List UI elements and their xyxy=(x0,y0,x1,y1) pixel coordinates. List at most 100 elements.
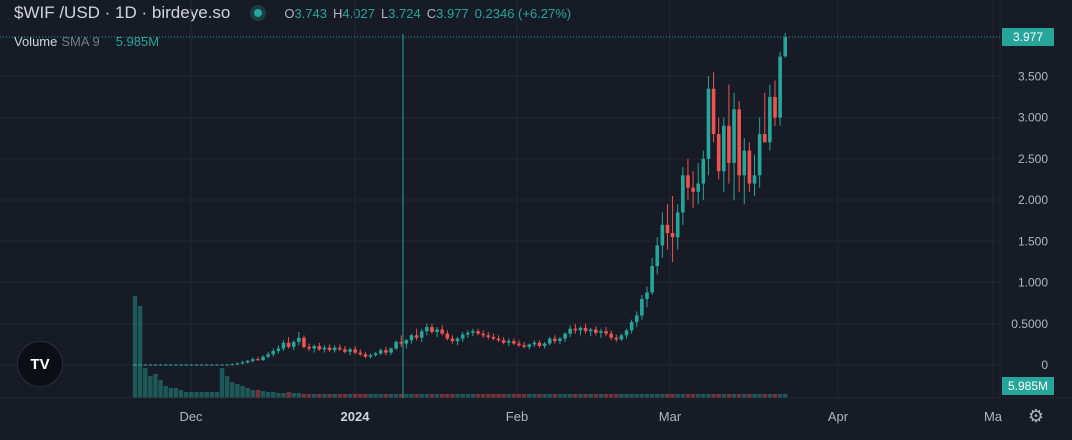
volume-bar xyxy=(194,392,199,398)
candle-body xyxy=(645,292,649,300)
candle-body xyxy=(696,183,700,192)
volume-bar xyxy=(342,394,348,398)
volume-bar xyxy=(368,394,373,398)
candle-body xyxy=(773,96,777,118)
volume-bar xyxy=(199,392,204,398)
y-tick-label: 3.500 xyxy=(1018,69,1048,83)
candle-body xyxy=(230,364,235,366)
volume-bar xyxy=(619,394,624,398)
volume-bar xyxy=(711,394,716,398)
y-tick-label: 1.000 xyxy=(1018,276,1048,290)
candle-body xyxy=(373,353,378,356)
volume-bar xyxy=(721,394,726,398)
y-tick-label: 2.000 xyxy=(1018,193,1048,207)
candle-body xyxy=(235,363,240,365)
candle-body xyxy=(450,338,455,342)
volume-tag-label: 5.985M xyxy=(1008,379,1048,393)
candle-body xyxy=(404,340,409,344)
candle-body xyxy=(307,346,311,349)
candle-body xyxy=(599,331,603,333)
candle-body xyxy=(189,364,194,366)
low-value: 3.724 xyxy=(388,5,421,21)
candle-body xyxy=(742,150,747,176)
volume-bar xyxy=(649,394,655,398)
volume-bar xyxy=(399,394,404,398)
candle-body xyxy=(261,356,265,361)
candle-body xyxy=(522,345,526,347)
candle-body xyxy=(250,359,255,361)
volume-bar xyxy=(598,394,604,398)
candle-body xyxy=(353,349,357,353)
candle-body xyxy=(762,134,767,143)
volume-bar xyxy=(496,394,501,398)
change-value: 0.2346 (+6.27%) xyxy=(474,5,572,21)
candle-body xyxy=(563,333,567,339)
candle-body xyxy=(322,347,327,350)
ohlc-legend: O 3.743 H 4.027 L 3.724 C 3.977 0.2346 (+6.2… xyxy=(284,6,577,21)
volume-bar xyxy=(501,394,506,398)
candle-body xyxy=(384,350,388,353)
candle-body xyxy=(338,347,342,350)
volume-bar xyxy=(250,390,255,398)
volume-bar xyxy=(429,394,435,398)
volume-bar xyxy=(153,374,158,398)
volume-bar xyxy=(742,394,747,398)
candle-body xyxy=(588,329,593,332)
price-axis: 3.500 3.000 2.500 2.000 1.500 1.000 0.5000 0 xyxy=(999,0,1048,398)
candle-body xyxy=(363,354,368,357)
candles xyxy=(133,32,788,366)
candle-body xyxy=(158,364,163,366)
candle-body xyxy=(184,364,188,366)
candle-body xyxy=(343,349,347,352)
candle-body xyxy=(517,343,521,346)
volume-bar xyxy=(608,394,614,398)
volume-bar xyxy=(281,393,286,398)
volume-bar xyxy=(414,394,419,398)
chart-header: $WIF /USD · 1D · birdeye.so O 3.743 H 4.02… xyxy=(14,3,577,23)
volume-bar xyxy=(286,392,291,398)
volume-bar xyxy=(593,394,598,398)
volume-bar xyxy=(209,392,214,398)
low-label: L xyxy=(380,5,389,21)
gear-icon[interactable]: ⚙ xyxy=(1027,406,1045,426)
y-tick-label: 0 xyxy=(1041,358,1048,372)
volume-bar xyxy=(163,386,168,398)
volume-bar xyxy=(491,394,496,398)
tradingview-logo-icon[interactable]: TV xyxy=(17,341,63,387)
candle-body xyxy=(691,187,695,192)
y-tick-label: 1.500 xyxy=(1018,234,1048,248)
volume-bar xyxy=(383,394,389,398)
candle-body xyxy=(619,335,624,340)
candle-body xyxy=(568,328,572,334)
candle-body xyxy=(291,341,296,347)
volume-bar xyxy=(506,394,511,398)
volume-bar xyxy=(486,394,491,398)
candle-body xyxy=(496,338,501,341)
candle-body xyxy=(179,364,183,366)
volume-bar xyxy=(219,368,225,398)
volume-bar xyxy=(347,394,353,398)
volume-bar xyxy=(716,394,721,398)
candle-body xyxy=(225,364,229,366)
volume-bar xyxy=(137,306,143,398)
candle-body xyxy=(455,338,460,342)
volume-bar xyxy=(230,382,235,398)
volume-bar xyxy=(143,368,148,398)
volume-bar xyxy=(511,394,517,398)
candle-body xyxy=(302,337,306,347)
candle-body xyxy=(486,335,491,337)
volume-bar xyxy=(409,394,414,398)
volume-bar xyxy=(614,394,619,398)
volume-bar xyxy=(583,394,588,398)
candle-body xyxy=(430,327,434,333)
volume-bar xyxy=(475,394,481,398)
symbol-title[interactable]: $WIF /USD · 1D · birdeye.so xyxy=(14,3,231,22)
volume-bar xyxy=(772,394,778,398)
candle-body xyxy=(594,329,598,333)
volume-legend[interactable]: Volume SMA 9 5.985M xyxy=(14,34,159,49)
volume-bar xyxy=(240,386,245,398)
volume-bar xyxy=(450,394,455,398)
candle-body xyxy=(271,350,276,355)
market-status-icon[interactable] xyxy=(250,5,267,21)
